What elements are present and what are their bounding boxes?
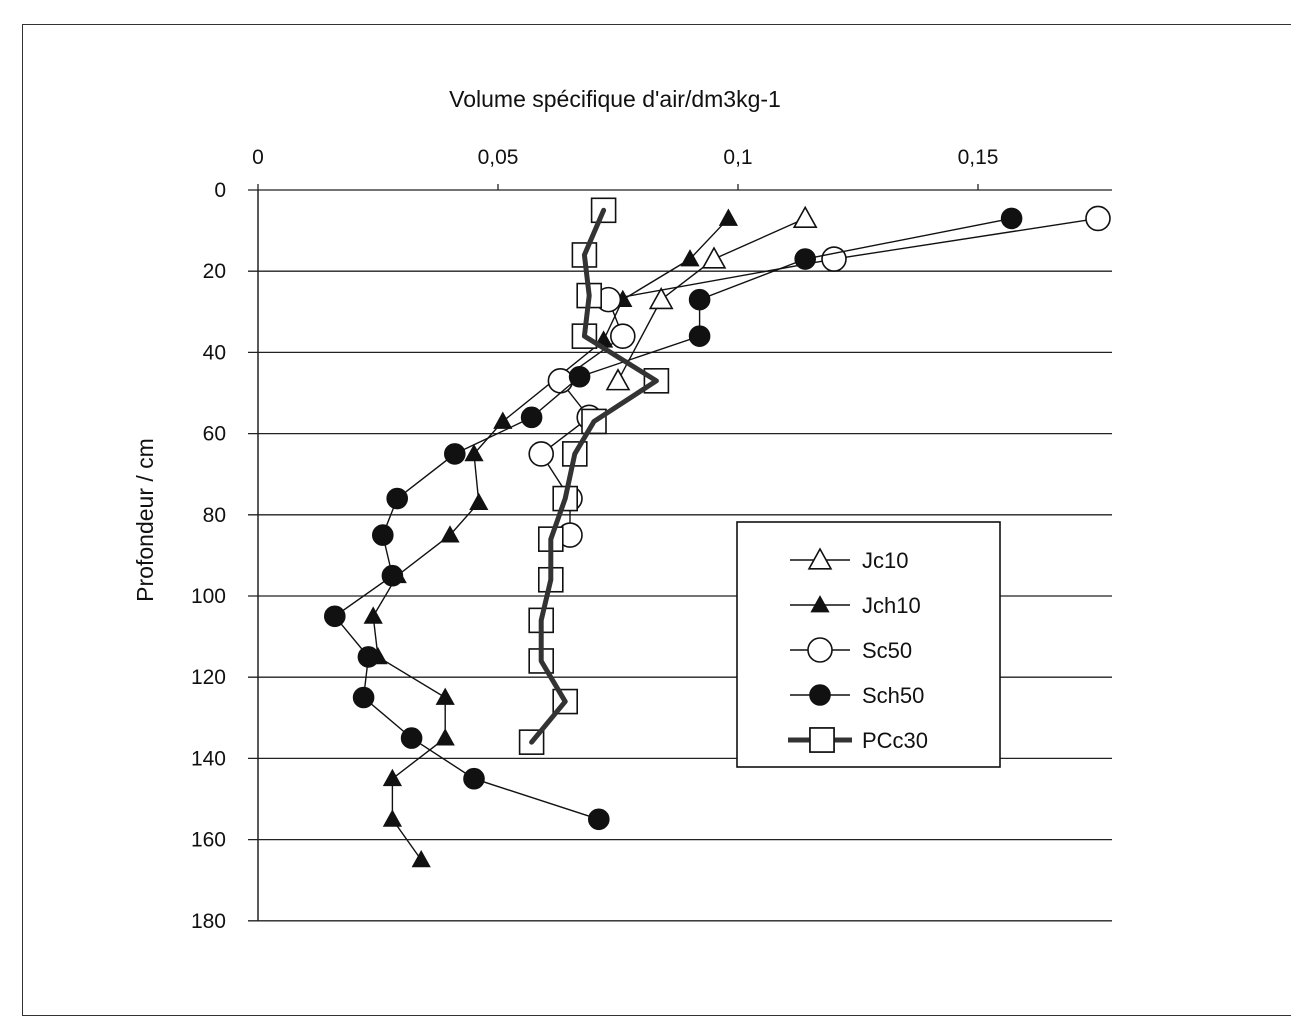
data-point-jch10 — [440, 525, 460, 543]
data-point-sch50 — [357, 646, 380, 668]
data-point-jch10 — [493, 411, 513, 429]
data-point-jc10 — [605, 368, 631, 391]
series-line-jch10 — [372, 217, 729, 861]
legend-marker-jch10 — [810, 595, 830, 613]
data-point-sch50 — [323, 605, 346, 628]
series-line-sch50 — [333, 217, 1012, 820]
data-point-sc50 — [528, 441, 555, 467]
legend-label-jch10: Jch10 — [862, 593, 921, 618]
legend-marker-sc50 — [807, 637, 833, 663]
y-tick-label: 40 — [203, 341, 226, 364]
data-point-jch10 — [382, 809, 403, 827]
y-tick-label: 120 — [191, 666, 226, 689]
legend-label-jc10: Jc10 — [862, 548, 908, 573]
data-point-sc50 — [547, 368, 574, 394]
legend-label-sch50: Sch50 — [862, 683, 924, 708]
data-point-sc50 — [1085, 205, 1111, 232]
data-point-sch50 — [352, 686, 375, 709]
legend-item-jc10: Jc10 — [790, 547, 908, 573]
y-tick-label: 80 — [203, 504, 226, 527]
data-point-jch10 — [411, 850, 431, 868]
legend-box — [736, 521, 1001, 768]
y-axis-title: Profondeur / cm — [132, 438, 158, 602]
x-tick-label: 0,1 — [723, 146, 752, 169]
data-point-sch50 — [587, 808, 610, 831]
y-tick-label: 140 — [191, 747, 226, 770]
data-point-sch50 — [520, 406, 543, 429]
y-tick-label: 0 — [214, 179, 226, 202]
data-point-sch50 — [463, 767, 485, 790]
legend-item-pcc30: PCc30 — [788, 727, 928, 753]
series-line-jc10 — [617, 217, 806, 382]
data-point-sc50 — [821, 246, 847, 272]
x-tick-label: 0 — [252, 146, 264, 169]
data-point-jch10 — [382, 768, 403, 787]
series-jc10 — [605, 205, 818, 391]
data-point-sch50 — [568, 365, 591, 388]
series-line-pcc30 — [529, 207, 659, 745]
legend-marker-pcc30 — [809, 727, 835, 753]
legend-label-sc50: Sc50 — [862, 638, 912, 663]
data-point-jch10 — [464, 444, 484, 462]
data-point-jc10 — [792, 205, 818, 229]
series-pcc30 — [518, 197, 670, 755]
data-point-sch50 — [371, 524, 394, 546]
legend-item-sch50: Sch50 — [790, 683, 924, 708]
data-point-jch10 — [718, 208, 739, 226]
legend-item-sc50: Sc50 — [790, 637, 912, 663]
legend-marker-sch50 — [809, 684, 831, 706]
series-line-sc50 — [540, 217, 1099, 536]
series-sch50 — [323, 207, 1023, 831]
data-point-sch50 — [400, 727, 423, 749]
legend-item-jch10: Jch10 — [790, 593, 921, 618]
y-tick-label: 160 — [191, 829, 226, 852]
legend-marker-jc10 — [807, 547, 833, 570]
y-tick-label: 60 — [203, 423, 226, 446]
data-point-sch50 — [386, 487, 409, 510]
data-point-jc10 — [648, 286, 674, 310]
y-tick-label: 100 — [191, 585, 226, 608]
data-point-jch10 — [469, 492, 489, 511]
legend-label-pcc30: PCc30 — [862, 728, 928, 753]
data-point-jch10 — [435, 687, 455, 705]
y-tick-label: 20 — [203, 260, 226, 283]
x-tick-label: 0,05 — [478, 146, 519, 169]
x-axis-title: Volume spécifique d'air/dm3kg-1 — [449, 86, 781, 112]
series-jch10 — [363, 208, 739, 868]
data-point-sch50 — [688, 325, 711, 347]
data-point-jch10 — [680, 249, 700, 267]
data-point-jch10 — [435, 728, 455, 746]
data-point-sc50 — [609, 323, 636, 349]
data-point-sch50 — [381, 564, 404, 587]
data-point-sch50 — [1000, 207, 1023, 230]
data-point-sch50 — [794, 248, 817, 270]
y-tick-label: 180 — [191, 910, 226, 933]
data-point-jch10 — [363, 606, 383, 624]
chart-frame — [22, 24, 1291, 1016]
data-point-jc10 — [701, 246, 727, 269]
data-point-sch50 — [443, 443, 466, 465]
data-point-sch50 — [688, 288, 711, 311]
x-tick-label: 0,15 — [958, 146, 999, 169]
